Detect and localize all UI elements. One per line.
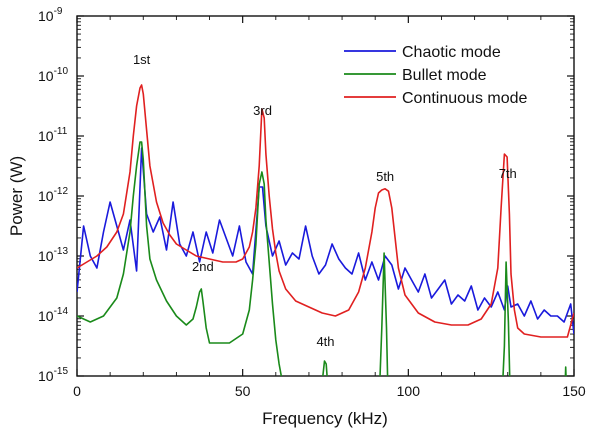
plot-area <box>76 15 575 377</box>
x-tick-label: 150 <box>562 383 586 399</box>
y-tick-base: 10 <box>38 308 54 324</box>
y-tick-exponent: -14 <box>54 306 69 317</box>
peak-label: 3rd <box>253 103 272 118</box>
peak-label: 4th <box>316 334 334 349</box>
annotations: 1st 2nd 3rd 4th 5th 7th <box>133 52 517 349</box>
y-axis-title: Power (W) <box>7 156 26 236</box>
y-tick-exponent: -13 <box>54 246 69 257</box>
series-bullet-mode <box>77 141 567 376</box>
peak-label: 1st <box>133 52 151 67</box>
x-tick-label: 50 <box>235 383 251 399</box>
series-continuous-mode <box>77 84 574 338</box>
legend-label: Bullet mode <box>402 67 487 84</box>
y-tick-exponent: -11 <box>54 126 68 137</box>
peak-label: 7th <box>499 166 517 181</box>
y-tick-label: 10-14 <box>38 306 68 324</box>
legend-label: Continuous mode <box>402 90 528 107</box>
series-chaotic-mode <box>77 147 574 335</box>
y-tick-label: 10-12 <box>38 186 68 204</box>
peak-label: 2nd <box>192 259 214 274</box>
peak-label: 5th <box>376 169 394 184</box>
legend: Chaotic mode Bullet mode Continuous mode <box>344 44 528 107</box>
x-axis: 0 50 100 150 <box>73 16 586 399</box>
y-tick-label: 10-13 <box>38 246 68 264</box>
y-tick-exponent: -9 <box>54 6 63 17</box>
y-tick-exponent: -15 <box>54 366 69 377</box>
x-axis-title: Frequency (kHz) <box>262 409 388 428</box>
y-tick-label: 10-10 <box>38 66 68 84</box>
legend-label: Chaotic mode <box>402 44 501 61</box>
y-tick-label: 10-11 <box>38 126 68 144</box>
y-tick-base: 10 <box>38 68 54 84</box>
x-tick-label: 0 <box>73 383 81 399</box>
y-tick-exponent: -12 <box>54 186 69 197</box>
y-tick-base: 10 <box>38 8 54 24</box>
y-tick-base: 10 <box>38 128 54 144</box>
y-tick-label: 10-9 <box>38 6 63 24</box>
y-tick-label: 10-15 <box>38 366 68 384</box>
y-tick-base: 10 <box>38 368 54 384</box>
y-tick-base: 10 <box>38 248 54 264</box>
series-layer <box>77 84 574 376</box>
y-tick-base: 10 <box>38 188 54 204</box>
x-tick-label: 100 <box>397 383 421 399</box>
y-tick-exponent: -10 <box>54 66 69 77</box>
